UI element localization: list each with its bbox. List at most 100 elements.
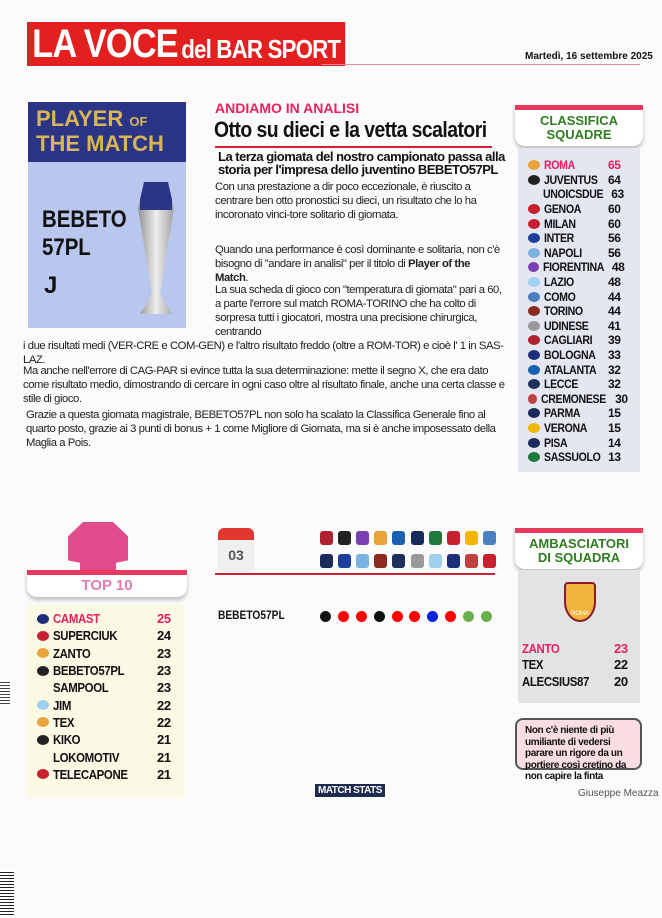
item-points: 15 — [608, 406, 621, 421]
team-logo-icon — [338, 531, 352, 545]
item-name: BOLOGNA — [544, 348, 596, 363]
list-item: CAMAST 25 — [27, 610, 185, 627]
item-points: 22 — [614, 657, 628, 673]
item-points: 23 — [614, 640, 628, 656]
team-logo-icon — [428, 531, 442, 545]
team-logo-icon — [320, 531, 333, 545]
list-item: GENOA 60 — [518, 202, 640, 217]
player-of-the-match-card: PLAYER OF THE MATCH BEBETO 57PL J — [28, 102, 186, 328]
list-item: TEX 22 — [27, 714, 185, 731]
list-item: LECCE 32 — [518, 377, 640, 392]
paragraph-text: . — [245, 272, 249, 284]
team-logo-icon — [374, 531, 388, 545]
article-paragraph: Quando una performance è così dominante … — [215, 243, 500, 285]
item-points: 21 — [157, 766, 171, 782]
list-item: PISA 14 — [518, 435, 640, 450]
banner-of: OF — [129, 114, 148, 129]
team-logo-icon — [528, 233, 540, 244]
item-points: 15 — [608, 420, 621, 435]
result-dot — [463, 611, 474, 622]
team-logo-icon — [528, 379, 540, 390]
item-points: 23 — [157, 645, 171, 661]
item-points: 48 — [611, 260, 625, 275]
ambassador-list: ZANTO 23 TEX 22 ALECSIUS87 20 — [522, 640, 634, 690]
list-item: INTER 56 — [518, 231, 640, 246]
team-logo-icon — [464, 531, 478, 545]
team-logo-icon — [528, 247, 540, 258]
team-logo-icon — [37, 665, 49, 676]
item-name: LAZIO — [544, 275, 574, 290]
list-item: TORINO 44 — [518, 304, 640, 319]
logo-text: LA VOCE — [32, 22, 178, 66]
team-logo-icon — [528, 364, 540, 375]
list-item: LAZIO 48 — [518, 275, 640, 290]
team-logo-icon — [37, 769, 49, 780]
list-item: BOLOGNA 33 — [518, 348, 640, 363]
title-line1: AMBASCIATORI — [529, 536, 629, 551]
list-item: ATALANTA 32 — [518, 362, 640, 377]
player-name: BEBETO57PL — [218, 608, 285, 622]
matchday-divider — [215, 573, 495, 575]
list-item: NAPOLI 56 — [518, 246, 640, 261]
team-logo-icon — [482, 531, 496, 545]
item-points: 39 — [608, 333, 621, 348]
masthead-logo: LA VOCE del BAR SPORT — [27, 22, 346, 66]
item-name: ROMA — [544, 158, 575, 173]
team-logo-icon — [320, 554, 333, 568]
item-points: 14 — [608, 435, 621, 450]
item-points: 64 — [608, 172, 621, 187]
item-points: 56 — [608, 231, 621, 246]
quote-box: Non c'è niente di più umiliante di veder… — [515, 718, 642, 782]
team-logo-icon — [528, 408, 540, 419]
team-logo-icon — [410, 531, 424, 545]
team-logo-icon — [428, 554, 442, 568]
item-name: COMO — [544, 289, 576, 304]
article-kicker: ANDIAMO IN ANALISI — [215, 100, 360, 116]
name-line2: 57PL — [42, 234, 91, 261]
item-points: 33 — [608, 348, 621, 363]
team-logo-icon — [528, 189, 539, 199]
list-item: JIM 22 — [27, 696, 185, 713]
banner-line1: PLAYER — [36, 106, 124, 131]
item-name: CREMONESE — [541, 391, 607, 406]
team-logo-icon — [528, 393, 538, 404]
item-name: TEX — [53, 714, 75, 730]
list-item: SUPERCIUK 24 — [27, 627, 185, 644]
team-logo-icon — [528, 320, 540, 331]
item-name: INTER — [544, 231, 574, 246]
item-points: 20 — [614, 673, 628, 689]
item-name: PARMA — [544, 406, 581, 421]
list-item: PARMA 15 — [518, 406, 640, 421]
item-name: VERONA — [544, 420, 588, 435]
team-logo-icon — [37, 630, 49, 641]
item-name: ZANTO — [522, 640, 560, 656]
paragraph-bold: Player of the Match — [215, 258, 470, 284]
team-logo-icon — [482, 554, 496, 568]
list-item: FIORENTINA 48 — [518, 260, 640, 275]
list-item: JUVENTUS 64 — [518, 173, 640, 188]
team-logo-icon — [528, 277, 540, 288]
item-name: TEX — [522, 657, 544, 673]
item-points: 44 — [608, 289, 621, 304]
headline-divider — [215, 146, 492, 148]
item-name: SAMPOOL — [53, 680, 109, 696]
article-paragraph: Con una prestazione a dir poco ecceziona… — [215, 181, 477, 221]
barcode-icon — [0, 870, 14, 915]
item-points: 48 — [608, 275, 621, 290]
list-item: SASSUOLO 13 — [518, 450, 640, 465]
item-name: JUVENTUS — [544, 172, 598, 187]
list-item: ALECSIUS87 20 — [522, 673, 634, 690]
result-dots — [320, 611, 492, 622]
jersey-icon — [68, 522, 128, 570]
item-name: MILAN — [544, 216, 576, 231]
list-item: SAMPOOL 23 — [27, 679, 185, 696]
team-logo-icon — [37, 683, 49, 693]
team-logo-icon — [446, 554, 460, 568]
team-logo-icon — [528, 218, 540, 229]
ambasciatori-body: ROMA ZANTO 23 TEX 22 ALECSIUS87 20 — [518, 570, 640, 703]
team-logo-icon — [392, 554, 406, 568]
item-name: SASSUOLO — [543, 450, 601, 465]
list-item: BEBETO57PL 23 — [27, 662, 185, 679]
match-stats-label: MATCH STATS — [315, 784, 385, 797]
list-item: CAGLIARI 39 — [518, 333, 640, 348]
